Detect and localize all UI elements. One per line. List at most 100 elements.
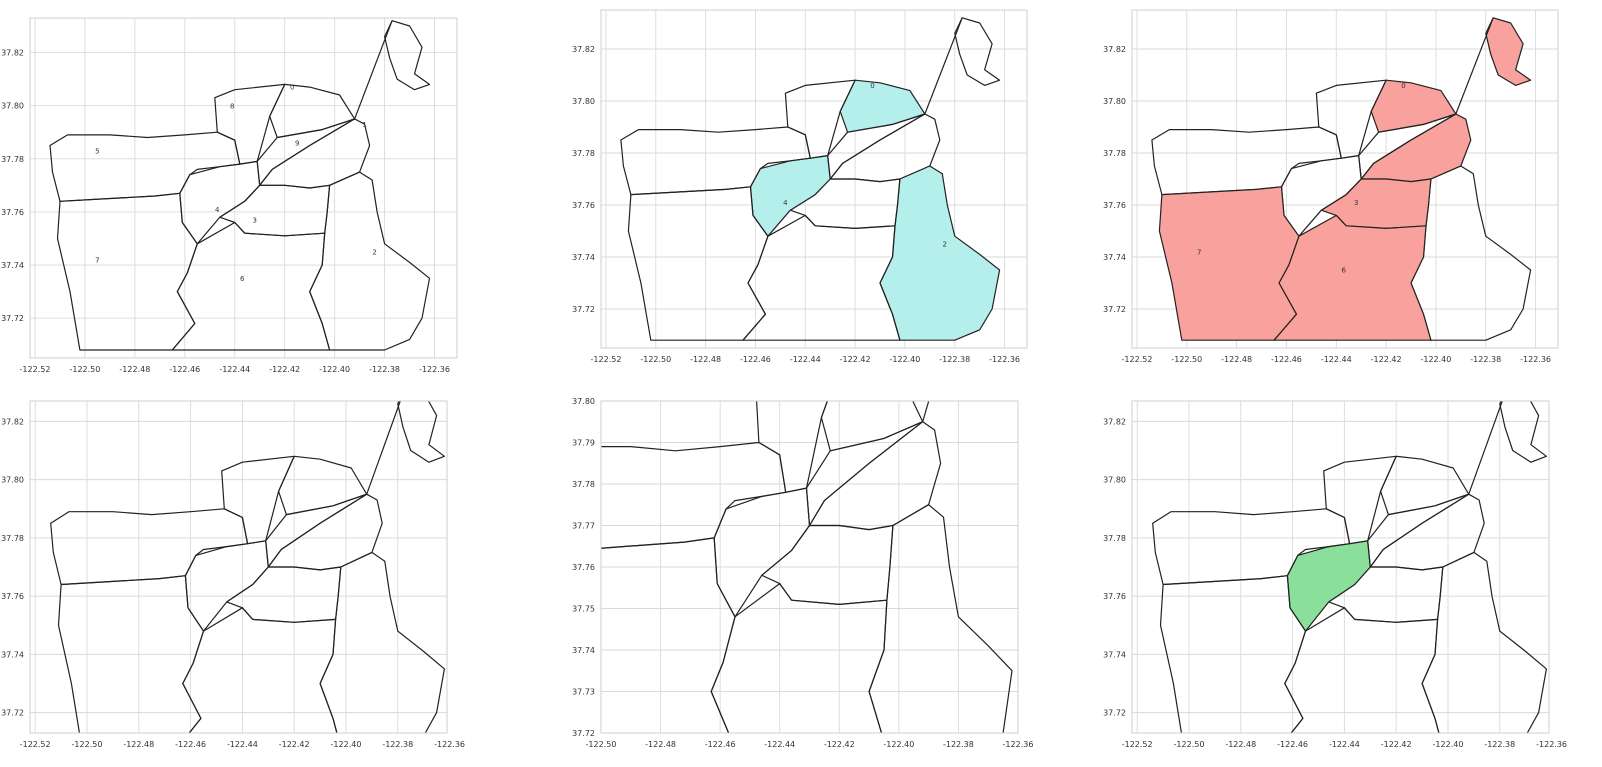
- x-tick-label: -122.48: [119, 365, 150, 374]
- x-tick-label: -122.50: [640, 355, 671, 364]
- y-tick-label: 37.76: [1, 592, 24, 601]
- district-9: [1358, 113, 1457, 180]
- y-tick-label: 37.82: [1, 49, 24, 58]
- x-tick-label: -122.48: [690, 355, 721, 364]
- y-tick-label: 37.74: [572, 646, 595, 655]
- district-island: [1499, 401, 1548, 463]
- axes-frame: [29, 400, 448, 734]
- y-tick-label: 37.80: [1, 102, 24, 111]
- x-tick-label: -122.42: [1371, 355, 1402, 364]
- x-tick-label: -122.36: [1536, 740, 1567, 749]
- x-tick-label: -122.38: [1484, 740, 1515, 749]
- x-tick-label: -122.44: [1321, 355, 1352, 364]
- y-tick-label: 37.80: [572, 397, 595, 406]
- x-tick-label: -122.46: [740, 355, 771, 364]
- x-tick-label: -122.52: [20, 365, 51, 374]
- district-label: 1: [362, 121, 366, 129]
- district-polygons: [1152, 401, 1548, 733]
- y-tick-label: 37.82: [572, 45, 595, 54]
- x-tick-label: -122.40: [883, 740, 914, 749]
- x-tick-label: -122.42: [279, 740, 310, 749]
- x-tick-label: -122.44: [764, 740, 795, 749]
- y-tick-label: 37.78: [572, 480, 595, 489]
- y-tick-label: 37.82: [1103, 45, 1126, 54]
- district-7: [1158, 186, 1300, 341]
- y-tick-label: 37.72: [572, 729, 595, 738]
- district-7: [601, 537, 736, 733]
- district-island: [384, 20, 431, 91]
- y-tick-label: 37.82: [1103, 417, 1126, 426]
- district-label: 0: [1401, 82, 1405, 90]
- district-label: 3: [1354, 199, 1358, 207]
- x-tick-label: -122.40: [331, 740, 362, 749]
- district-polygons: [601, 401, 1013, 733]
- bridge-line: [1455, 17, 1494, 115]
- district-7: [57, 575, 205, 733]
- x-tick-label: -122.50: [1171, 355, 1202, 364]
- y-tick-label: 37.72: [1103, 305, 1126, 314]
- y-tick-label: 37.75: [572, 605, 595, 614]
- x-tick-label: -122.38: [369, 365, 400, 374]
- x-tick-label: -122.38: [1470, 355, 1501, 364]
- district-island: [1485, 17, 1532, 87]
- district-label: 7: [95, 256, 99, 264]
- bridge-line: [366, 401, 401, 495]
- district-label: 4: [783, 199, 788, 207]
- x-tick-label: -122.46: [169, 365, 200, 374]
- x-tick-label: -122.36: [989, 355, 1020, 364]
- y-tick-label: 37.72: [572, 305, 595, 314]
- y-tick-label: 37.80: [1103, 97, 1126, 106]
- y-tick-label: 37.72: [1, 709, 24, 718]
- x-tick-label: -122.44: [1329, 740, 1360, 749]
- axes-frame: [1131, 9, 1559, 349]
- x-tick-label: -122.36: [1520, 355, 1551, 364]
- district-7: [1159, 575, 1307, 733]
- y-tick-label: 37.74: [1103, 650, 1126, 659]
- x-tick-label: -122.44: [227, 740, 258, 749]
- district-label: 8: [230, 102, 234, 110]
- x-tick-label: -122.50: [586, 740, 617, 749]
- y-tick-label: 37.78: [1, 534, 24, 543]
- y-tick-label: 37.79: [572, 439, 595, 448]
- district-label: 6: [240, 275, 245, 283]
- x-tick-label: -122.48: [123, 740, 154, 749]
- y-tick-label: 37.74: [1, 261, 24, 270]
- y-tick-label: 37.78: [1, 155, 24, 164]
- district-9: [827, 113, 926, 180]
- y-tick-label: 37.72: [1, 314, 24, 323]
- x-tick-label: -122.40: [319, 365, 350, 374]
- district-2: [1421, 551, 1548, 733]
- y-tick-label: 37.74: [1103, 253, 1126, 262]
- y-tick-label: 37.80: [1103, 476, 1126, 485]
- axes-frame: [600, 9, 1028, 349]
- x-tick-label: -122.42: [1381, 740, 1412, 749]
- x-tick-label: -122.36: [419, 365, 450, 374]
- bridge-line: [1468, 401, 1503, 495]
- x-tick-label: -122.42: [269, 365, 300, 374]
- y-tick-label: 37.72: [1103, 709, 1126, 718]
- y-tick-label: 37.78: [1103, 149, 1126, 158]
- x-tick-label: -122.44: [790, 355, 821, 364]
- district-island: [954, 17, 1001, 87]
- x-tick-label: -122.48: [1221, 355, 1252, 364]
- x-tick-label: -122.48: [1225, 740, 1256, 749]
- axes-frame: [1131, 400, 1550, 734]
- x-tick-label: -122.42: [824, 740, 855, 749]
- district-label: 7: [1197, 248, 1201, 256]
- district-label: 0: [870, 82, 874, 90]
- district-label: 9: [295, 140, 299, 148]
- bridge-line: [354, 20, 393, 120]
- district-label: 6: [1342, 267, 1347, 275]
- y-tick-label: 37.74: [1, 650, 24, 659]
- district-label: 4: [215, 206, 220, 214]
- district-9: [256, 118, 356, 186]
- axes-frame: [600, 400, 1019, 734]
- y-tick-label: 37.77: [572, 522, 595, 531]
- y-tick-label: 37.76: [1103, 201, 1126, 210]
- district-9: [1367, 493, 1470, 568]
- x-tick-label: -122.50: [69, 365, 100, 374]
